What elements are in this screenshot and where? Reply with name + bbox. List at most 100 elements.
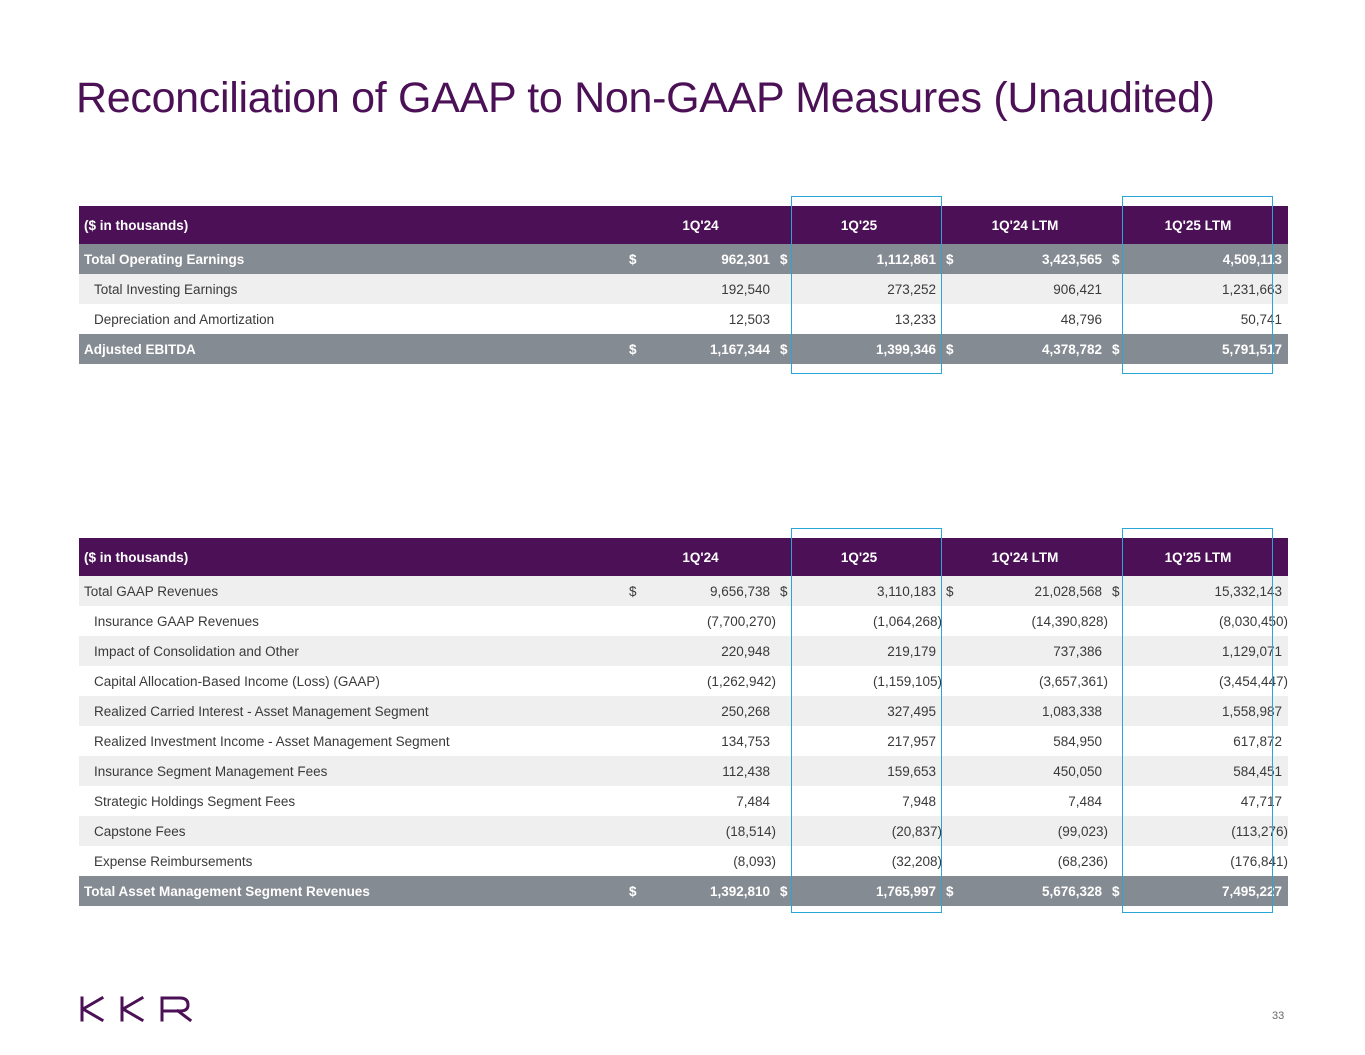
row-label: Impact of Consolidation and Other	[79, 636, 625, 666]
cell-value: 7,484	[1068, 793, 1103, 809]
cell-value: 1,392,810	[645, 876, 776, 906]
cell-value: (99,023)	[962, 816, 1109, 846]
currency-symbol	[1108, 756, 1129, 786]
cell-value: (3,657,361)	[1038, 673, 1109, 689]
table-row: Insurance Segment Management Fees 112,438…	[79, 756, 1289, 786]
currency-symbol	[625, 726, 645, 756]
currency-symbol	[1108, 696, 1129, 726]
currency-symbol: $	[625, 576, 645, 606]
column-header: 1Q'24 LTM	[942, 538, 1109, 576]
row-label: Strategic Holdings Segment Fees	[94, 793, 296, 809]
cell-value: 5,791,517	[1128, 334, 1289, 364]
cell-value: (1,064,268)	[872, 613, 942, 629]
kkr-logo-mark	[80, 995, 193, 1023]
cell-value: 962,301	[645, 244, 776, 274]
cell-value: 584,950	[1053, 733, 1103, 749]
currency-symbol	[942, 606, 962, 636]
cell-value: (1,262,942)	[706, 673, 776, 689]
table-row: Total GAAP Revenues $9,656,738 $3,110,183 $…	[79, 576, 1289, 606]
cell-value: 4,378,782	[962, 334, 1109, 364]
cell-value: 3,423,565	[962, 244, 1109, 274]
cell-value: 217,957	[887, 733, 936, 749]
kkr-logo	[80, 995, 194, 1027]
currency-symbol: $	[625, 876, 645, 906]
currency-symbol: $	[942, 334, 962, 364]
currency-symbol	[942, 274, 962, 304]
cell-value: 327,495	[796, 696, 942, 726]
cell-value: 1,129,071	[1128, 636, 1289, 666]
cell-value: 5,676,328	[962, 876, 1109, 906]
currency-symbol	[625, 696, 645, 726]
highlight-box-1q25-ltm-table1	[1122, 196, 1273, 374]
currency-symbol: $	[1108, 876, 1129, 906]
cell-value: 4,509,113	[1128, 244, 1289, 274]
cell-value: 7,495,227	[1128, 876, 1289, 906]
cell-value: (32,208)	[891, 853, 942, 869]
cell-value: 1,231,663	[1128, 274, 1289, 304]
cell-value: 1,112,861	[796, 244, 942, 274]
cell-value: (8,093)	[733, 853, 776, 869]
cell-value: 3,110,183	[796, 576, 942, 606]
cell-value: 21,028,568	[962, 576, 1109, 606]
column-header: 1Q'24	[625, 538, 776, 576]
cell-value: (7,700,270)	[706, 613, 776, 629]
currency-symbol	[942, 666, 962, 696]
total-row: Adjusted EBITDA $1,167,344 $1,399,346 $4,37…	[79, 334, 1289, 364]
cell-value: 617,872	[1233, 733, 1283, 749]
table-row: Total Investing Earnings 192,540 273,252 90…	[79, 274, 1289, 304]
cell-value: (14,390,828)	[1031, 613, 1109, 629]
currency-symbol	[942, 846, 962, 876]
row-label: Total GAAP Revenues	[79, 576, 625, 606]
currency-symbol	[625, 274, 645, 304]
row-label: Expense Reimbursements	[94, 853, 253, 869]
cell-value: (176,841)	[1230, 853, 1289, 869]
currency-symbol: $	[1108, 244, 1129, 274]
currency-symbol	[942, 786, 962, 816]
row-label: Adjusted EBITDA	[79, 334, 625, 364]
column-header: 1Q'25 LTM	[1108, 538, 1289, 576]
currency-symbol	[1108, 816, 1129, 846]
cell-value: (113,276)	[1128, 816, 1289, 846]
cell-value: 1,399,346	[796, 334, 942, 364]
currency-symbol	[942, 726, 962, 756]
page-title: Reconciliation of GAAP to Non-GAAP Measu…	[76, 74, 1215, 122]
total-row: Total Asset Management Segment Revenues $…	[79, 876, 1289, 906]
currency-symbol	[942, 636, 962, 666]
cell-value: 584,451	[1128, 756, 1289, 786]
cell-value: (68,236)	[1057, 853, 1109, 869]
column-header: 1Q'24	[625, 206, 776, 244]
cell-value: 906,421	[962, 274, 1109, 304]
table-row: Insurance GAAP Revenues (7,700,270) (1,064…	[79, 606, 1288, 636]
highlight-box-1q25-table2	[791, 528, 942, 913]
column-header: 1Q'24 LTM	[942, 206, 1109, 244]
currency-symbol	[625, 304, 645, 334]
currency-symbol	[625, 606, 645, 636]
cell-value: 134,753	[721, 733, 770, 749]
cell-value: 220,948	[645, 636, 776, 666]
cell-value: 48,796	[1060, 311, 1103, 327]
row-label: Capital Allocation-Based Income (Loss) (…	[94, 673, 380, 689]
row-label: Total Investing Earnings	[79, 274, 625, 304]
cell-value: 1,083,338	[962, 696, 1109, 726]
currency-symbol	[625, 846, 645, 876]
currency-symbol	[625, 816, 645, 846]
currency-symbol	[942, 304, 962, 334]
row-label: Realized Investment Income - Asset Manag…	[94, 733, 450, 749]
cell-value: (8,030,450)	[1218, 613, 1289, 629]
cell-value: 7,484	[736, 793, 770, 809]
table-row: Capstone Fees (18,514) (20,837) (99,023) (11…	[79, 816, 1289, 846]
cell-value: (18,514)	[645, 816, 776, 846]
currency-symbol	[942, 756, 962, 786]
cell-value: 1,558,987	[1128, 696, 1289, 726]
table-row: Realized Carried Interest - Asset Manage…	[79, 696, 1289, 726]
currency-symbol: $	[625, 244, 645, 274]
column-header: 1Q'25	[776, 538, 942, 576]
row-label: Total Operating Earnings	[79, 244, 625, 274]
row-label: Insurance GAAP Revenues	[94, 613, 259, 629]
row-label: Insurance Segment Management Fees	[79, 756, 625, 786]
cell-value: 13,233	[894, 311, 936, 327]
cell-value: 15,332,143	[1128, 576, 1289, 606]
cell-value: 112,438	[645, 756, 776, 786]
cell-value: 737,386	[962, 636, 1109, 666]
currency-symbol: $	[942, 876, 962, 906]
